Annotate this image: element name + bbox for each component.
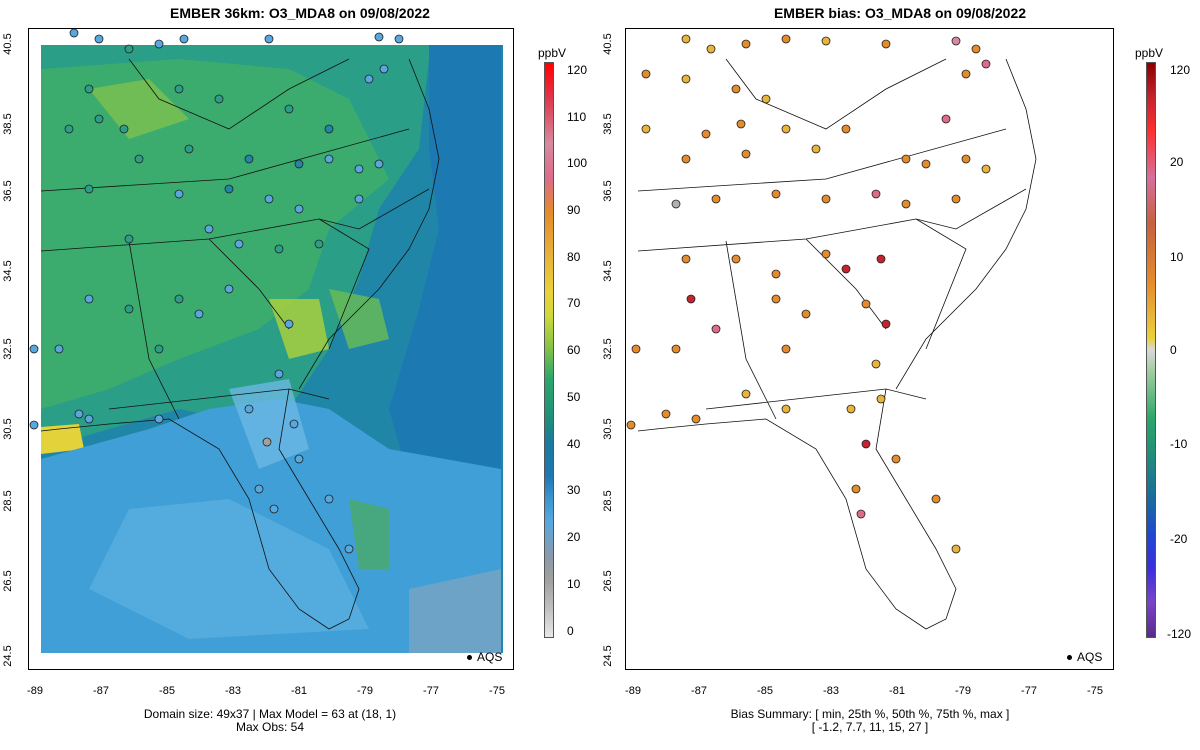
lat-tick: 28.5 [2, 490, 14, 512]
lon-tick: -79 [955, 685, 971, 697]
colorbar-tick: 20 [1170, 155, 1184, 169]
colorbar-tick: -120 [1167, 627, 1192, 641]
lat-tick: 38.5 [602, 113, 614, 135]
right-panel: EMBER bias: O3_MDA8 on 09/08/2022 40.5 3… [600, 0, 1200, 750]
lon-tick: -77 [423, 685, 439, 697]
colorbar-tick: -10 [1170, 437, 1188, 451]
lat-tick: 28.5 [602, 490, 614, 512]
lon-tick: -85 [159, 685, 175, 697]
colorbar-tick: 60 [567, 343, 581, 357]
left-panel: EMBER 36km: O3_MDA8 on 09/08/2022 40.5 3… [0, 5, 588, 734]
aqs-dot-icon [467, 655, 472, 661]
lat-tick: 26.5 [602, 570, 614, 592]
right-footer-line2: [ -1.2, 7.7, 11, 15, 27 ] [811, 720, 929, 734]
right-map [625, 28, 1114, 670]
lat-tick: 32.5 [2, 338, 14, 360]
lon-tick: -85 [757, 685, 773, 697]
lat-tick: 36.5 [2, 180, 14, 202]
left-footer-line2: Max Obs: 54 [235, 720, 305, 734]
colorbar-tick: 20 [567, 530, 581, 544]
lat-tick: 40.5 [602, 33, 614, 55]
left-monitor-points [29, 29, 404, 554]
aqs-label: AQS [477, 650, 503, 664]
right-bias-points [626, 34, 991, 554]
left-map [28, 28, 514, 670]
lat-tick: 30.5 [602, 418, 614, 440]
lon-tick: -79 [357, 685, 373, 697]
left-legend-aqs: AQS [467, 650, 502, 664]
colorbar-tick: 120 [567, 63, 588, 77]
right-map-canvas [626, 34, 1037, 630]
lat-tick: 38.5 [2, 113, 14, 135]
colorbar-tick: 120 [1170, 63, 1191, 77]
left-title: EMBER 36km: O3_MDA8 on 09/08/2022 [170, 5, 430, 21]
colorbar-tick: 0 [1170, 343, 1177, 357]
aqs-label: AQS [1077, 650, 1103, 664]
right-footer: Bias Summary: [ min, 25th %, 50th %, 75t… [570, 708, 1170, 734]
lat-tick: 34.5 [2, 260, 14, 282]
right-colorbar [1146, 62, 1156, 638]
lat-tick: 24.5 [2, 645, 14, 667]
colorbar-tick: 10 [567, 577, 581, 591]
lon-tick: -89 [625, 685, 641, 697]
colorbar-tick: 110 [567, 110, 587, 124]
lon-tick: -75 [489, 685, 505, 697]
left-footer: Domain size: 49x37 | Max Model = 63 at (… [0, 708, 570, 734]
lon-tick: -77 [1021, 685, 1037, 697]
lon-tick: -87 [93, 685, 109, 697]
colorbar-tick: -20 [1170, 532, 1188, 546]
left-colorbar-unit: ppbV [538, 46, 567, 60]
colorbar-tick: 30 [567, 483, 581, 497]
lat-tick: 24.5 [602, 645, 614, 667]
lat-tick: 34.5 [602, 260, 614, 282]
right-footer-line1: Bias Summary: [ min, 25th %, 50th %, 75t… [730, 707, 1010, 721]
left-map-canvas [29, 29, 503, 653]
lat-tick: 32.5 [602, 338, 614, 360]
lat-tick: 30.5 [2, 418, 14, 440]
colorbar-tick: 90 [567, 203, 581, 217]
lon-tick: -81 [889, 685, 905, 697]
lon-tick: -83 [823, 685, 839, 697]
lat-tick: 40.5 [2, 33, 14, 55]
right-legend-aqs: AQS [1067, 650, 1102, 664]
lon-tick: -81 [291, 685, 307, 697]
colorbar-tick: 0 [567, 624, 574, 638]
aqs-dot-icon [1067, 655, 1072, 661]
colorbar-tick: 100 [567, 156, 588, 170]
right-title: EMBER bias: O3_MDA8 on 09/08/2022 [773, 5, 1027, 21]
lon-tick: -83 [225, 685, 241, 697]
right-colorbar-unit: ppbV [1135, 46, 1164, 60]
colorbar-tick: 40 [567, 437, 581, 451]
colorbar-tick: 50 [567, 390, 581, 404]
lon-tick: -87 [691, 685, 707, 697]
lat-tick: 26.5 [2, 570, 14, 592]
lon-tick: -75 [1087, 685, 1103, 697]
left-footer-line1: Domain size: 49x37 | Max Model = 63 at (… [143, 707, 397, 721]
colorbar-tick: 10 [1170, 250, 1184, 264]
lat-tick: 36.5 [602, 180, 614, 202]
colorbar-tick: 70 [567, 296, 581, 310]
colorbar-tick: 80 [567, 250, 581, 264]
lon-tick: -89 [27, 685, 43, 697]
left-colorbar [544, 62, 554, 638]
